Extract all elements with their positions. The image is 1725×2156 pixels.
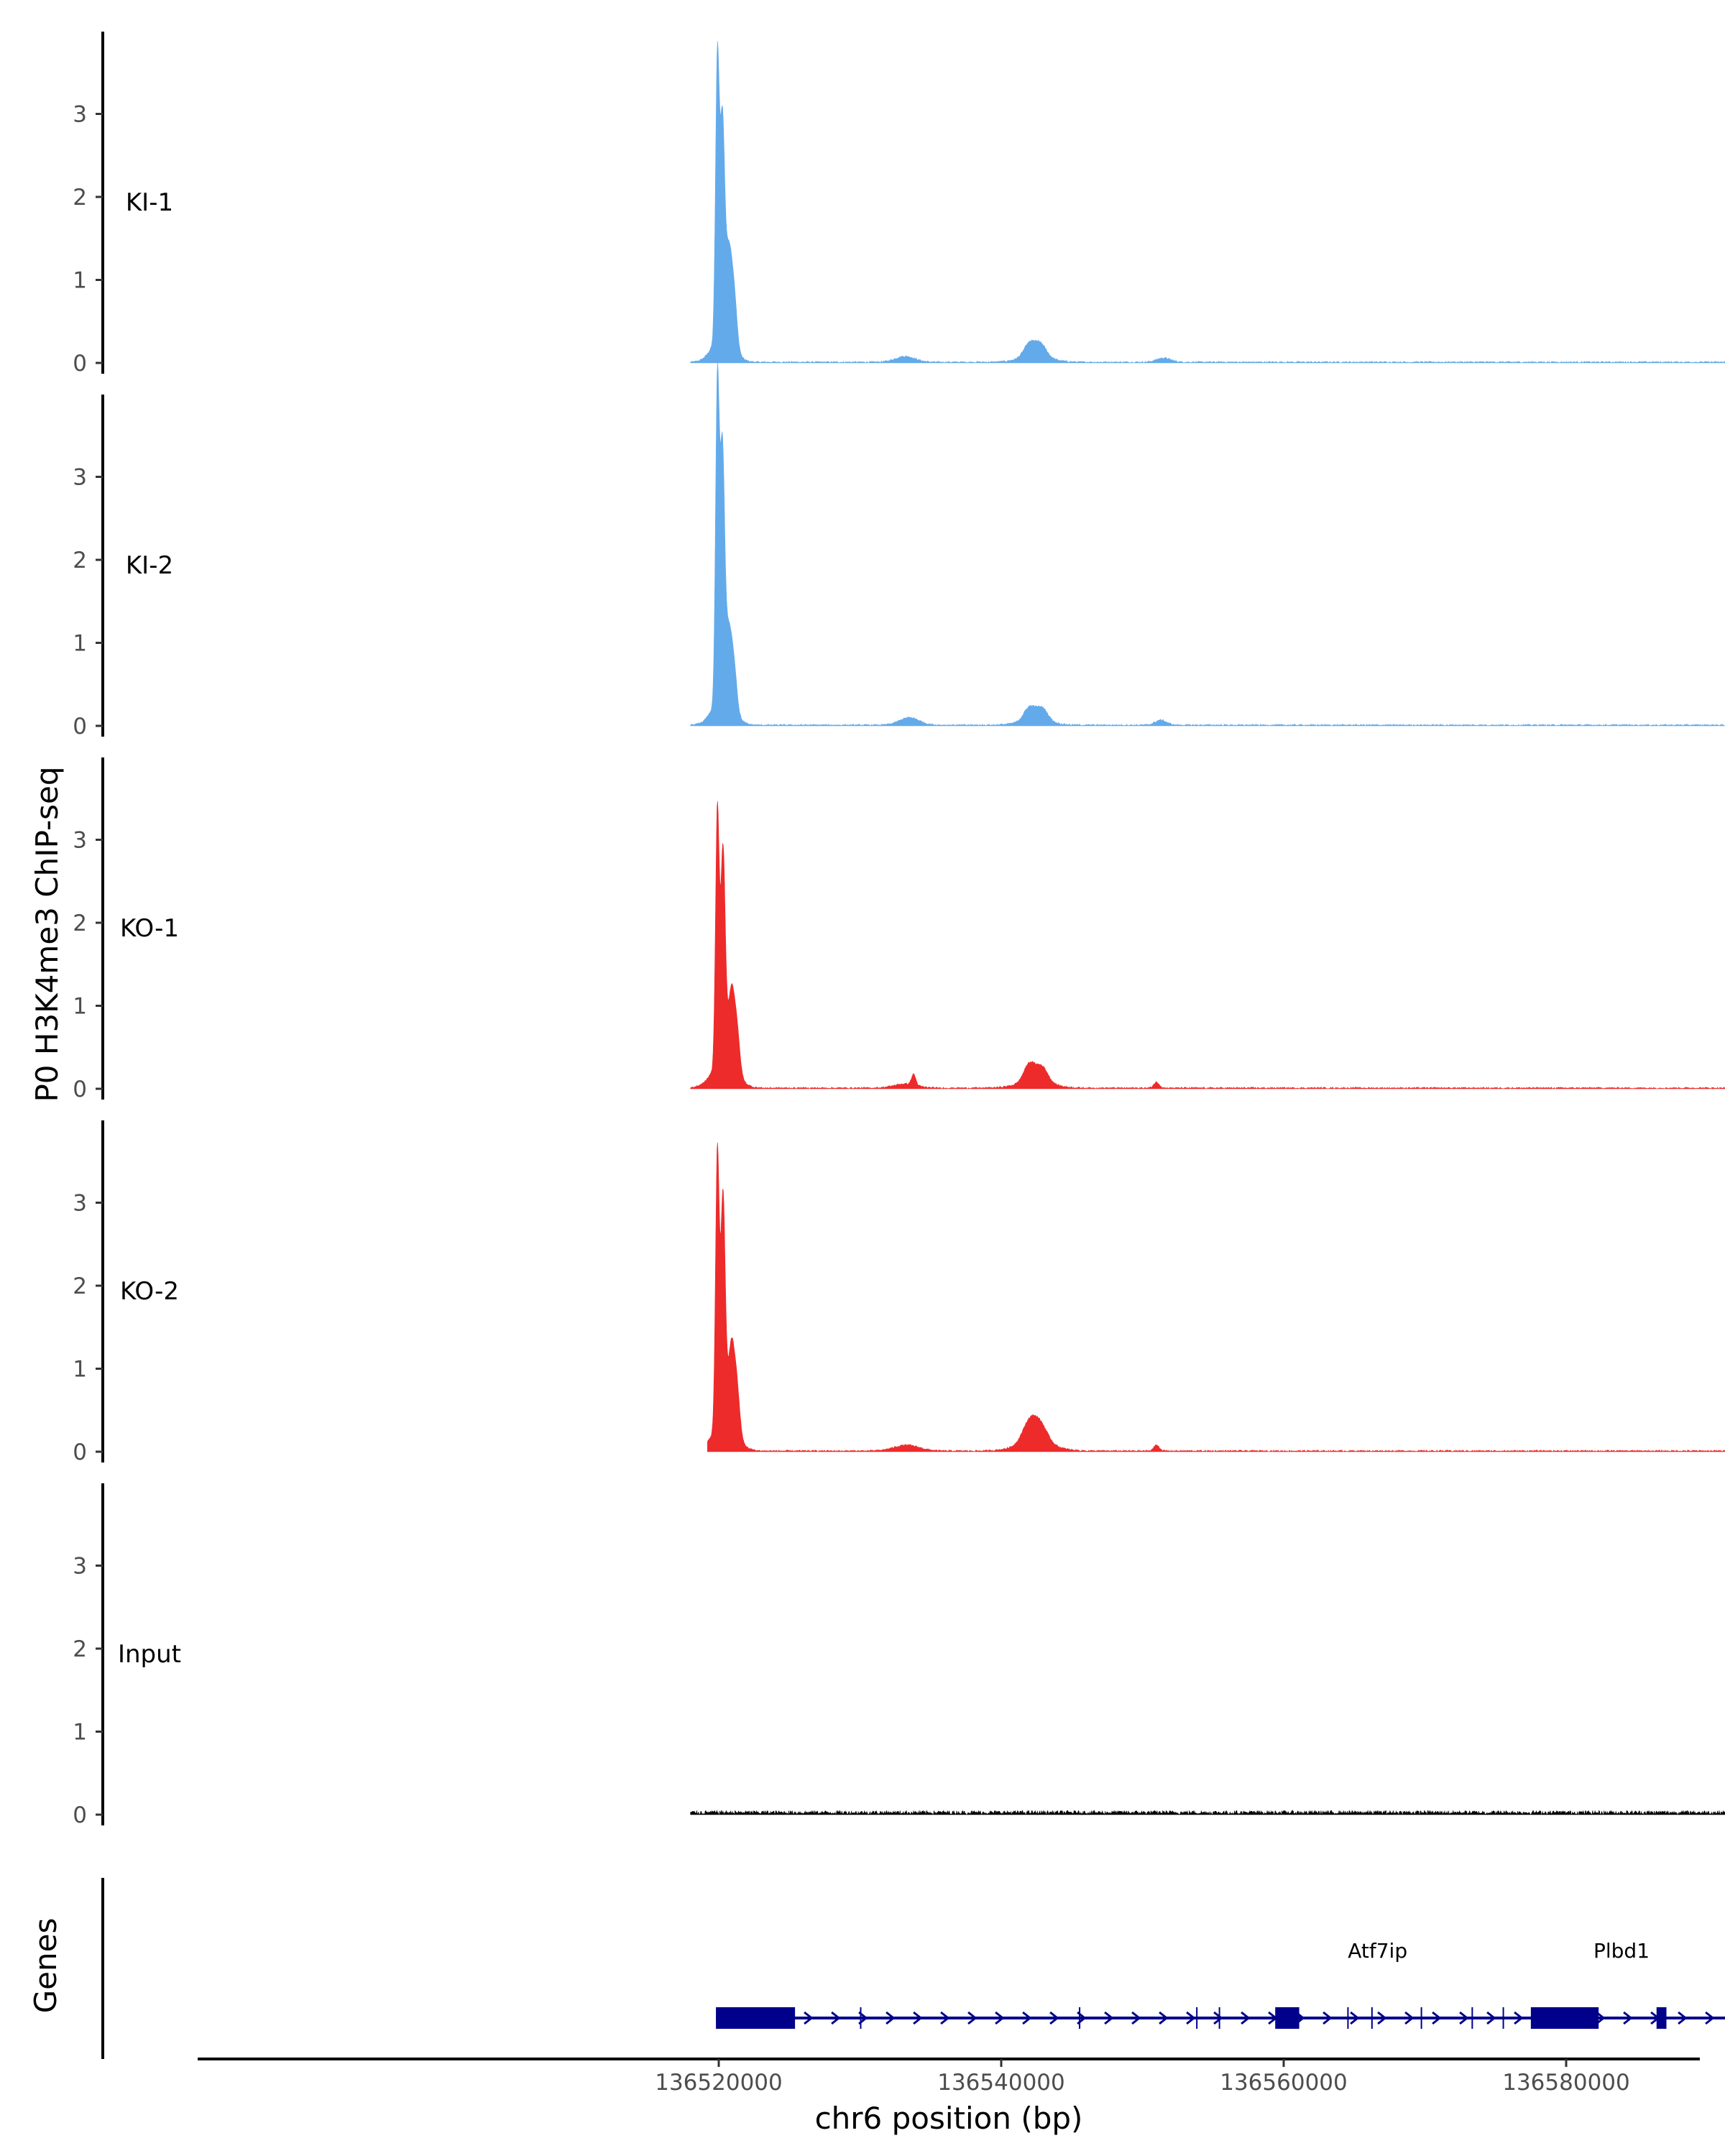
y-axis-title: P0 H3K4me3 ChIP-seq <box>29 766 65 1102</box>
strand-chevron <box>1159 2011 1169 2025</box>
y-tick-label: 2 <box>73 911 87 936</box>
exon-block <box>1196 2007 1198 2029</box>
track-input: 0 1 2 3 Input <box>73 1483 1725 1828</box>
strand-chevron <box>1131 2011 1141 2025</box>
y-tick-label: 2 <box>73 548 87 573</box>
exon-block <box>1347 2007 1349 2029</box>
exon-block <box>1218 2007 1220 2029</box>
y-tick-label: 0 <box>73 1802 87 1828</box>
coverage-area-ko-2 <box>707 1142 1725 1452</box>
track-ko-1: 0 1 2 3 KO-1 <box>73 757 1725 1102</box>
strand-chevron <box>1404 2011 1414 2025</box>
strand-chevron <box>1514 2011 1524 2025</box>
gene-name-label: Atf7ip <box>1348 1939 1407 1963</box>
y-tick-label: 2 <box>73 1636 87 1662</box>
strand-chevron <box>1241 2011 1251 2025</box>
track-label: KI-1 <box>126 188 173 217</box>
y-tick-label: 1 <box>73 268 87 294</box>
strand-chevron <box>1186 2011 1196 2025</box>
strand-chevron <box>1213 2011 1223 2025</box>
y-tick-label: 0 <box>73 1439 87 1465</box>
y-tick-label: 2 <box>73 185 87 211</box>
strand-chevron <box>967 2011 978 2025</box>
y-tick-label: 1 <box>73 1357 87 1383</box>
exon-block <box>1656 2007 1667 2029</box>
y-tick-label: 3 <box>73 1191 87 1217</box>
coverage-area-ki-2 <box>690 362 1725 727</box>
y-tick-label: 0 <box>73 1077 87 1102</box>
x-axis: 1365200001365400001365600001365800001366… <box>198 2058 1700 2096</box>
strand-chevron <box>1104 2011 1114 2025</box>
strand-chevron <box>1705 2011 1715 2025</box>
y-tick-label: 1 <box>73 994 87 1020</box>
x-axis-title: chr6 position (bp) <box>815 2101 1083 2136</box>
track-ki-1: 0 1 2 3 KI-1 <box>73 32 1725 377</box>
exon-block <box>1079 2007 1081 2029</box>
y-tick-label: 3 <box>73 465 87 491</box>
coverage-tracks: 0 1 2 3 KI-1 0 1 2 3 KI-2 0 1 2 3 KO-1 0 1 2 3 KO-2 0 1 2 3 Inpu… <box>73 32 1725 1828</box>
exon-block <box>860 2007 862 2029</box>
y-tick-label: 2 <box>73 1273 87 1299</box>
strand-chevron <box>995 2011 1005 2025</box>
genes-track-title: Genes <box>28 1918 63 2014</box>
y-tick-label: 3 <box>73 1554 87 1580</box>
track-label: Input <box>118 1640 181 1669</box>
coverage-area-ki-1 <box>690 41 1725 364</box>
genes-panel: Genes Atf7ip Plbd1 <box>28 1878 1725 2059</box>
strand-chevron <box>886 2011 896 2025</box>
track-ki-2: 0 1 2 3 KI-2 <box>73 362 1725 740</box>
y-tick-label: 3 <box>73 828 87 854</box>
y-tick-label: 0 <box>73 714 87 740</box>
strand-chevron <box>1623 2011 1633 2025</box>
strand-chevron <box>1432 2011 1442 2025</box>
strand-chevron <box>940 2011 950 2025</box>
strand-chevron <box>1459 2011 1469 2025</box>
strand-chevron <box>1596 2011 1606 2025</box>
strand-chevron <box>831 2011 841 2025</box>
strand-chevron <box>1049 2011 1059 2025</box>
gene-models: Atf7ip Plbd1 <box>716 1939 1725 2029</box>
x-tick-label: 136520000 <box>655 2070 783 2096</box>
exon-block <box>1371 2007 1373 2029</box>
strand-chevron <box>1486 2011 1496 2025</box>
strand-chevron <box>1350 2011 1360 2025</box>
gene-name-label: Plbd1 <box>1593 1939 1650 1963</box>
gene-plbd1: Plbd1 <box>1593 1939 1650 1963</box>
y-tick-label: 0 <box>73 351 87 377</box>
x-tick-label: 136560000 <box>1220 2070 1348 2096</box>
exon-block <box>716 2007 796 2029</box>
exon-block <box>1420 2007 1422 2029</box>
x-tick-label: 136580000 <box>1502 2070 1630 2096</box>
exon-block <box>1471 2007 1473 2029</box>
y-tick-label: 1 <box>73 1720 87 1746</box>
coverage-area-ko-1 <box>690 801 1725 1089</box>
track-label: KI-2 <box>126 551 173 580</box>
track-label: KO-1 <box>120 914 179 943</box>
coverage-area-input <box>690 1810 1725 1816</box>
strand-chevron <box>804 2011 814 2025</box>
y-tick-label: 1 <box>73 631 87 657</box>
strand-chevron <box>1678 2011 1688 2025</box>
strand-chevron <box>1022 2011 1032 2025</box>
exon-block <box>1502 2007 1504 2029</box>
strand-chevron <box>1377 2011 1387 2025</box>
y-tick-label: 3 <box>73 102 87 128</box>
x-tick-label: 136540000 <box>937 2070 1065 2096</box>
strand-chevron <box>1322 2011 1333 2025</box>
track-ko-2: 0 1 2 3 KO-2 <box>73 1120 1725 1465</box>
strand-chevron <box>913 2011 923 2025</box>
track-label: KO-2 <box>120 1277 179 1306</box>
gene-atf7ip: Atf7ip <box>716 1939 1725 2029</box>
exon-block <box>1275 2007 1300 2029</box>
exon-block <box>1530 2007 1599 2029</box>
